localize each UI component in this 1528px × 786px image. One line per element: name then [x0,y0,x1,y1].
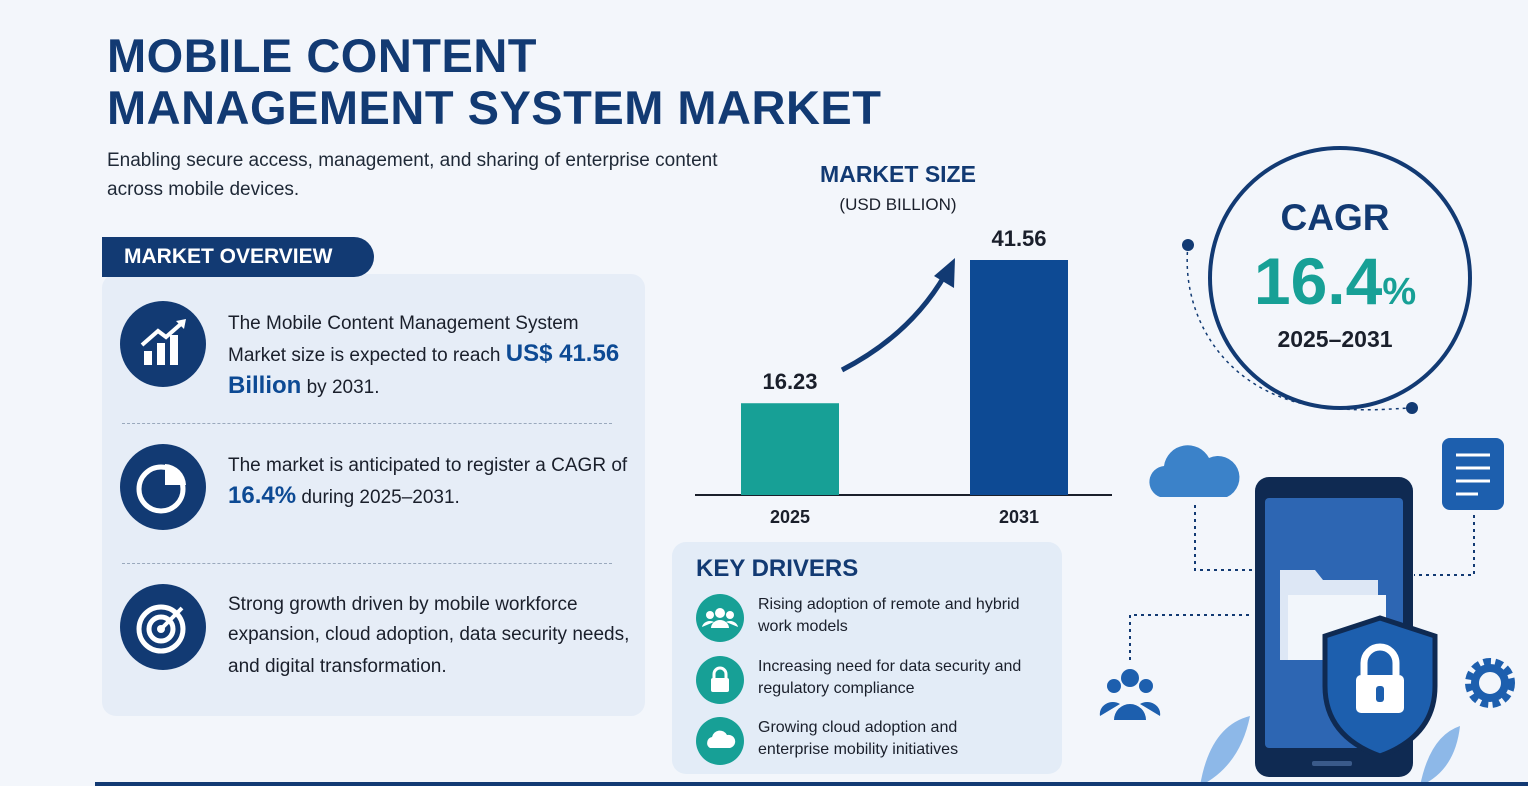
text: The market is anticipated to register a … [228,455,628,476]
icon-graphic [136,604,186,654]
chart-title: MARKET SIZE [820,161,976,187]
text: during 2025–2031. [296,487,460,508]
document-icon [1442,438,1504,510]
cagr-circle [1208,146,1472,410]
overview-text: The market is anticipated to register a … [228,451,628,513]
connector [1194,505,1255,571]
gear-icon [1465,658,1515,708]
connector [1414,515,1475,576]
cagr-value: 16.4% [1254,244,1416,318]
title: MOBILE CONTENT MANAGEMENT SYSTEM MARKET [107,30,881,134]
dot [1182,239,1194,251]
lock-shackle [1360,643,1400,675]
bar [741,403,839,495]
connector [1129,614,1250,660]
bottom-bar [95,782,1528,786]
driver-icon [696,656,744,704]
title-line: MANAGEMENT SYSTEM MARKET [107,81,882,134]
people-icon [1099,669,1161,720]
divider [122,563,612,564]
growth-arrow [840,273,948,373]
bar [970,260,1068,495]
x-tick-label: 2025 [770,507,810,527]
cagr-badge: CAGR 16.4% 2025–2031 [1182,146,1472,414]
cagr-period: 2025–2031 [1277,326,1392,352]
phone-button [1312,761,1352,766]
icon-graphic [136,464,186,514]
title-line: MOBILE CONTENT [107,29,537,82]
chart: MARKET SIZE (USD BILLION) 16.23 2025 41.56… [695,161,1112,527]
illustration [1099,438,1515,786]
overview-text: The Mobile Content Management System Mar… [228,309,628,403]
overview-heading: MARKET OVERVIEW [102,237,374,277]
icon-growth [120,301,206,387]
cagr-unit: % [1382,271,1416,313]
highlight: 16.4% [228,482,297,509]
drivers-heading: KEY DRIVERS [696,555,859,582]
subtitle: Enabling secure access, management, and … [107,150,718,200]
cagr-label: CAGR [1281,197,1390,238]
lock-hole [1376,686,1384,702]
value-label: 16.23 [762,369,817,394]
x-tick-label: 2031 [999,507,1039,527]
chart-subtitle: (USD BILLION) [839,195,956,214]
document-lines [1456,453,1490,496]
icon-graphic [140,319,186,365]
driver-text: Rising adoption of remote and hybrid wor… [758,596,1020,635]
driver-icon [696,594,744,642]
text: Strong growth driven by mobile workforce… [228,594,630,677]
driver-icon [696,717,744,765]
driver-text: Growing cloud adoption and enterprise mo… [758,719,959,758]
dot [1406,402,1418,414]
text: The Mobile Content Management System Mar… [228,313,579,366]
icon-graphic [711,666,729,692]
cloud-icon [1149,445,1240,497]
growth-arrow-head [934,258,955,288]
highlight: US$ 41.56 Billion [228,340,620,399]
cagr-number: 16.4 [1254,244,1383,318]
icon-target [120,584,206,670]
icon-pie [120,444,206,530]
driver-text: Increasing need for data security and re… [758,658,1022,697]
divider [122,423,612,424]
icon-graphic [707,730,736,748]
overview-text: Strong growth driven by mobile workforce… [228,590,638,682]
text: by 2031. [301,377,380,398]
value-label: 41.56 [991,226,1046,251]
icon-graphic [702,608,738,628]
